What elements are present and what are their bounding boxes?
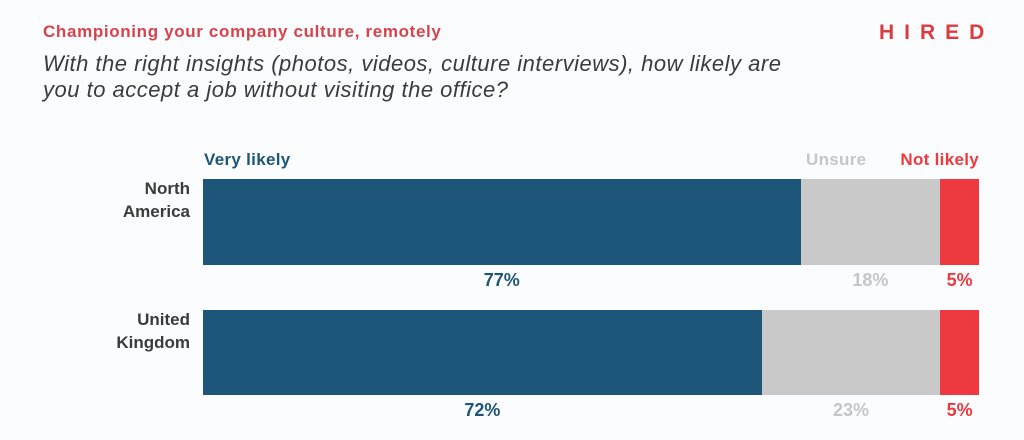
value-united-kingdom-not-likely: 5% — [946, 400, 973, 420]
chart-subtitle: With the right insights (photos, videos,… — [43, 51, 781, 103]
legend-not-likely: Not likely — [900, 150, 979, 169]
value-united-kingdom-unsure: 23% — [832, 400, 869, 420]
segment-united-kingdom-not-likely — [940, 310, 979, 395]
legend-very-likely: Very likely — [204, 150, 291, 169]
chart-subtitle-line-2: you to accept a job without visiting the… — [43, 77, 509, 102]
chart-title: Championing your company culture, remote… — [43, 22, 442, 41]
segment-united-kingdom-unsure — [761, 310, 941, 395]
segment-north-america-not-likely — [940, 179, 979, 265]
value-united-kingdom-very-likely: 72% — [464, 400, 501, 420]
value-north-america-unsure: 18% — [852, 270, 889, 290]
bar-north-america — [203, 179, 979, 265]
value-north-america-very-likely: 77% — [483, 270, 520, 290]
chart-subtitle-line-1: With the right insights (photos, videos,… — [43, 51, 782, 76]
value-north-america-not-likely: 5% — [946, 270, 973, 290]
segment-north-america-very-likely — [203, 179, 801, 265]
segment-united-kingdom-very-likely — [203, 310, 762, 395]
row-label-united-kingdom: United Kingdom — [116, 310, 190, 352]
hired-logo: HIRED — [879, 21, 995, 44]
legend-unsure: Unsure — [806, 150, 867, 169]
row-label-north-america: North America — [122, 179, 190, 221]
bar-united-kingdom — [203, 310, 979, 395]
segment-north-america-unsure — [800, 179, 941, 265]
